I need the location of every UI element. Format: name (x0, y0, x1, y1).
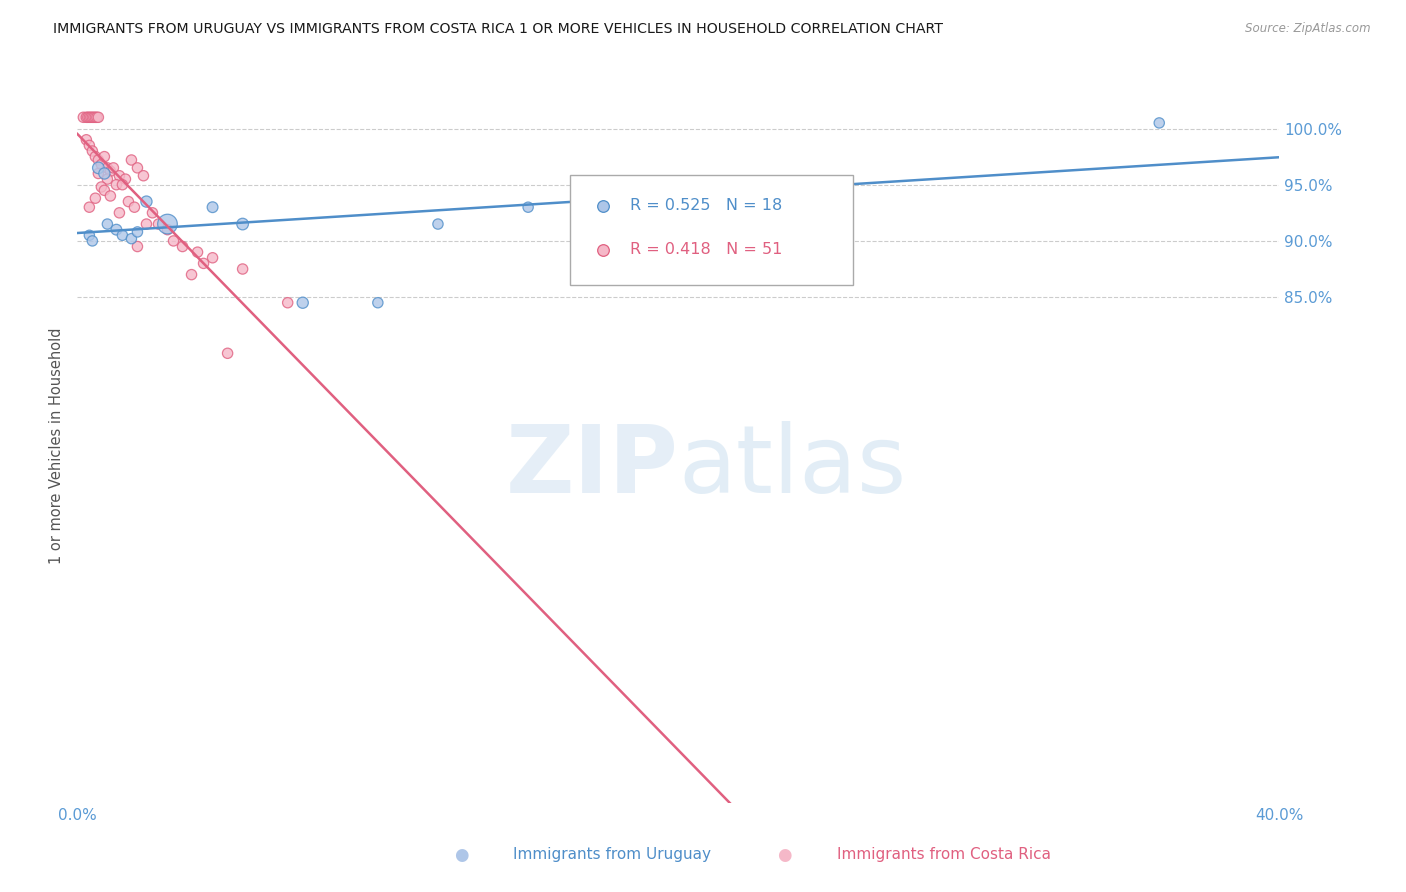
Point (75, 133, 97, 147)
Point (87, 110, 110, 124)
Text: R = 0.525   N = 18: R = 0.525 N = 18 (630, 198, 783, 213)
Text: ●: ● (778, 846, 792, 863)
Point (108, 169, 131, 183)
Point (217, 346, 239, 360)
Point (87, 166, 110, 180)
Text: Source: ZipAtlas.com: Source: ZipAtlas.com (1246, 22, 1371, 36)
Text: Immigrants from Costa Rica: Immigrants from Costa Rica (837, 847, 1050, 862)
Point (232, 262, 254, 277)
Text: Immigrants from Uruguay: Immigrants from Uruguay (513, 847, 711, 862)
Point (120, 232, 142, 246)
Point (367, 295, 389, 310)
Point (127, 239, 149, 253)
Point (84, 150, 107, 164)
Point (117, 194, 139, 209)
Point (82, 144, 104, 158)
Point (427, 217, 450, 231)
Point (172, 239, 194, 253)
Point (127, 225, 149, 239)
Point (100, 164, 122, 178)
Point (111, 228, 134, 243)
Point (232, 217, 254, 231)
Point (96, 172, 118, 186)
FancyBboxPatch shape (571, 175, 852, 285)
Point (96, 217, 118, 231)
Point (162, 234, 184, 248)
Point (124, 200, 146, 214)
Point (96, 161, 118, 175)
Point (82, 234, 104, 248)
Point (156, 217, 179, 231)
Y-axis label: 1 or more Vehicles in Household: 1 or more Vehicles in Household (49, 327, 65, 565)
Point (201, 200, 224, 214)
Point (517, 200, 540, 214)
Point (79, 138, 101, 153)
Point (111, 178, 134, 192)
Point (141, 206, 163, 220)
Point (90, 180, 112, 194)
Point (291, 295, 314, 310)
Point (93, 150, 115, 164)
Point (105, 222, 128, 236)
Point (148, 217, 170, 231)
Text: IMMIGRANTS FROM URUGUAY VS IMMIGRANTS FROM COSTA RICA 1 OR MORE VEHICLES IN HOUS: IMMIGRANTS FROM URUGUAY VS IMMIGRANTS FR… (53, 22, 943, 37)
Point (75, 110, 97, 124)
Point (93, 183, 115, 197)
Text: atlas: atlas (679, 421, 907, 514)
Point (105, 178, 128, 192)
Point (72, 110, 94, 124)
Point (80, 110, 103, 124)
Point (180, 268, 202, 282)
Point (100, 189, 122, 203)
Point (201, 251, 224, 265)
Point (103, 161, 125, 175)
Point (132, 169, 155, 183)
Point (277, 295, 299, 310)
Point (135, 194, 157, 209)
Point (87, 153, 110, 167)
Point (127, 161, 149, 175)
Text: ZIP: ZIP (506, 421, 679, 514)
Point (90, 157, 112, 171)
Point (76, 110, 98, 124)
Point (79, 200, 101, 214)
Text: ●: ● (454, 846, 468, 863)
Point (114, 172, 136, 186)
Point (86, 110, 108, 124)
Point (108, 206, 131, 220)
Point (156, 222, 179, 236)
Point (187, 245, 209, 260)
Point (84, 110, 107, 124)
Point (79, 228, 101, 243)
Point (84, 191, 107, 205)
Point (93, 166, 115, 180)
Point (82, 110, 104, 124)
Point (83, 110, 105, 124)
Point (79, 110, 101, 124)
Point (1149, 116, 1171, 130)
Point (120, 153, 142, 167)
Point (193, 256, 215, 270)
Point (87, 161, 110, 175)
Text: R = 0.418   N = 51: R = 0.418 N = 51 (630, 243, 783, 257)
Point (135, 217, 157, 231)
